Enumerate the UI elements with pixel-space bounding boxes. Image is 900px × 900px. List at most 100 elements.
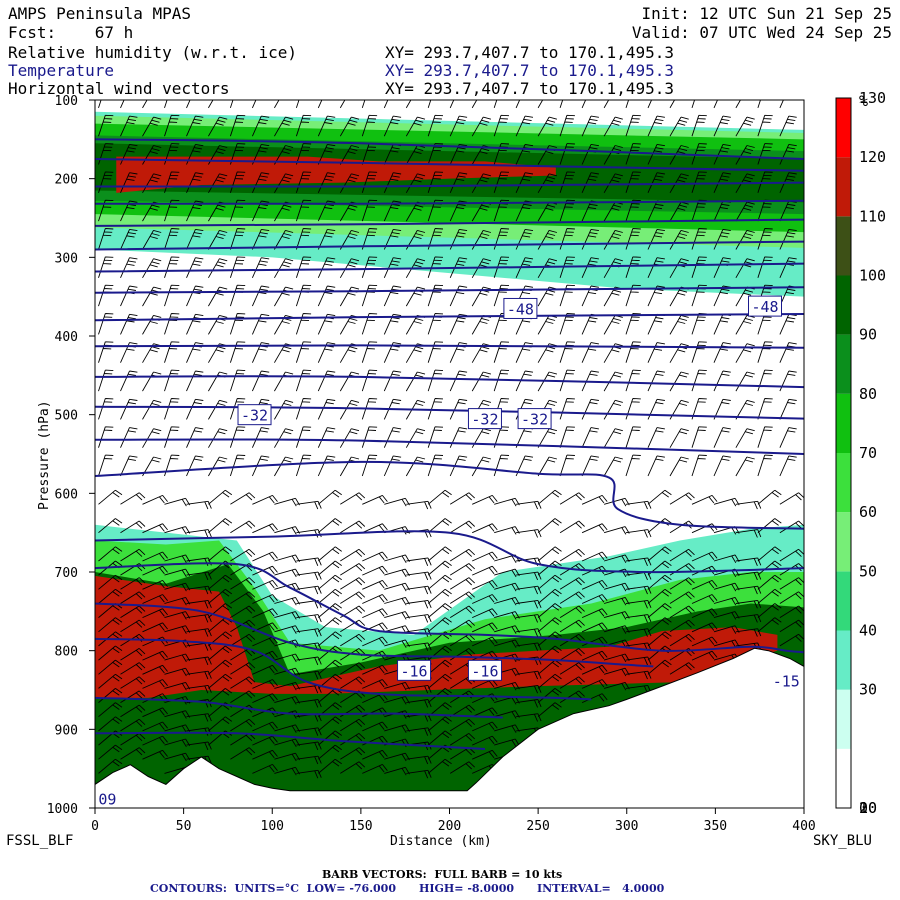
wind-barb (691, 256, 707, 278)
contour-label: -16 (401, 662, 428, 680)
wind-barb (472, 579, 498, 590)
wind-barb (208, 399, 228, 420)
wind-barb (449, 563, 476, 576)
wind-barb (251, 257, 270, 278)
wind-barb (427, 489, 452, 505)
wind-barb (164, 426, 180, 448)
wind-barb (120, 492, 146, 505)
wind-barb (449, 115, 468, 137)
wind-barb (735, 456, 755, 477)
wind-barb (735, 614, 762, 623)
wind-barb (516, 642, 542, 651)
wind-barb (229, 313, 246, 335)
wind-barb (757, 546, 782, 562)
forecast-hour: Fcst: 67 h (8, 24, 133, 42)
wind-barb (779, 605, 804, 618)
wind-barb (229, 369, 246, 392)
wind-barb (713, 342, 731, 363)
wind-barb (427, 617, 452, 633)
temperature-contour (95, 158, 804, 172)
wind-barb (274, 428, 294, 448)
wind-barb (427, 518, 452, 534)
colorbar-swatch (836, 512, 851, 572)
wind-barb (142, 579, 168, 590)
temperature-contour (95, 262, 804, 273)
wind-barb (317, 398, 336, 420)
endpoint-right: SKY_BLU (812, 833, 872, 849)
footer-contours: CONTOURS: UNITS=°C LOW= -76.000 HIGH= -8… (150, 882, 665, 895)
wind-barb (362, 763, 388, 774)
wind-barb (603, 456, 623, 477)
wind-barb (406, 684, 432, 694)
wind-barb (120, 648, 146, 661)
wind-barb (515, 143, 534, 165)
wind-barb (691, 636, 718, 647)
wind-barb (472, 735, 498, 746)
y-tick-label: 100 (55, 94, 78, 109)
wind-barb (274, 456, 294, 477)
wind-barb (669, 229, 689, 250)
wind-barb (735, 585, 762, 595)
wind-barb (625, 614, 652, 623)
wind-barb (647, 257, 665, 278)
wind-barb (625, 256, 641, 278)
wind-barb (318, 716, 342, 732)
wind-barb (208, 659, 233, 675)
wind-barb (186, 500, 212, 510)
wind-barb (669, 371, 689, 392)
wind-barb (120, 313, 138, 335)
wind-barb (449, 619, 476, 633)
wind-barb (186, 115, 204, 137)
wind-barb (98, 398, 114, 420)
wind-barb (296, 684, 322, 694)
colorbar-label: 60 (859, 503, 877, 521)
wind-barb (142, 173, 162, 194)
fcst-value: 67 h (94, 23, 134, 42)
wind-barb (295, 398, 312, 420)
wind-barb (186, 684, 212, 694)
colorbar-swatch (836, 334, 851, 394)
contour-label-box (467, 408, 502, 430)
wind-barb (669, 314, 689, 335)
wind-barb (98, 574, 123, 590)
wind-barb (691, 622, 718, 633)
wind-barb (472, 494, 498, 505)
wind-barb (427, 645, 452, 661)
wind-barb (120, 747, 146, 760)
terrain (95, 647, 804, 808)
wind-barb (186, 342, 204, 363)
wind-barb (537, 518, 562, 534)
wind-barb (318, 617, 342, 633)
wind-barb (647, 455, 665, 477)
wind-barb (735, 343, 755, 363)
wind-barb (581, 551, 608, 562)
wind-barb (142, 428, 162, 448)
wind-barb (581, 622, 608, 633)
wind-barb (691, 114, 707, 137)
wind-barb (472, 608, 498, 619)
wind-barb (625, 398, 641, 420)
y-tick-label: 1000 (47, 802, 78, 817)
wind-barb (142, 664, 168, 675)
wind-barb (713, 228, 731, 250)
x-tick-label: 200 (438, 819, 461, 834)
wind-barb (98, 588, 123, 604)
wind-barb (362, 749, 388, 760)
wind-barb (779, 577, 804, 590)
wind-barb (779, 398, 797, 420)
wind-barb (559, 171, 575, 193)
wind-barb (120, 548, 146, 562)
wind-barb (120, 342, 138, 363)
wind-barb (757, 228, 773, 250)
wind-barb (296, 656, 322, 666)
wind-barb (274, 229, 294, 250)
y-tick-label: 700 (55, 566, 78, 581)
wind-barb (362, 594, 388, 604)
wind-barb (230, 676, 256, 689)
wind-barb (449, 605, 476, 618)
wind-barb (274, 286, 294, 307)
wind-barb (757, 256, 773, 278)
wind-barb (471, 116, 492, 137)
wind-barb (208, 229, 228, 250)
